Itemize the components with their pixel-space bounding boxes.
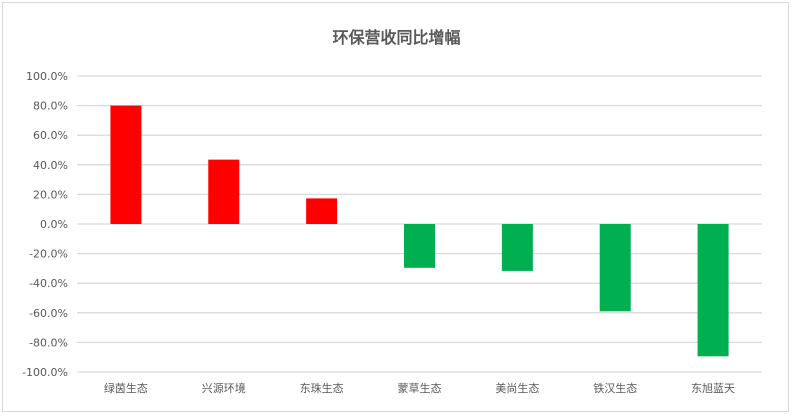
chart-title: 环保营收同比增幅 [332, 28, 461, 47]
y-tick-label: -20.0% [29, 248, 68, 261]
bar [404, 224, 435, 268]
bar [208, 159, 240, 224]
x-tick-label: 兴源环境 [202, 381, 246, 395]
y-tick-label: 100.0% [26, 70, 68, 83]
bar [306, 198, 338, 224]
chart-frame [2, 2, 789, 412]
x-tick-label: 东旭蓝天 [691, 381, 735, 395]
bar [501, 224, 533, 271]
y-tick-label: 0.0% [40, 218, 68, 231]
bar [697, 224, 729, 357]
x-tick-label: 绿茵生态 [104, 381, 148, 395]
y-tick-label: -40.0% [29, 277, 68, 290]
x-tick-label: 铁汉生态 [593, 381, 637, 395]
x-tick-label: 美尚生态 [495, 381, 539, 395]
y-tick-label: 20.0% [33, 188, 68, 201]
bar [110, 105, 142, 224]
y-tick-label: -100.0% [22, 366, 68, 379]
y-tick-label: 60.0% [33, 129, 68, 142]
y-tick-label: -60.0% [29, 307, 68, 320]
y-tick-label: -80.0% [29, 336, 68, 349]
bar [599, 224, 631, 312]
x-tick-label: 蒙草生态 [398, 381, 442, 395]
y-tick-label: 40.0% [33, 159, 68, 172]
y-tick-label: 80.0% [33, 100, 68, 113]
x-tick-label: 东珠生态 [300, 381, 344, 395]
